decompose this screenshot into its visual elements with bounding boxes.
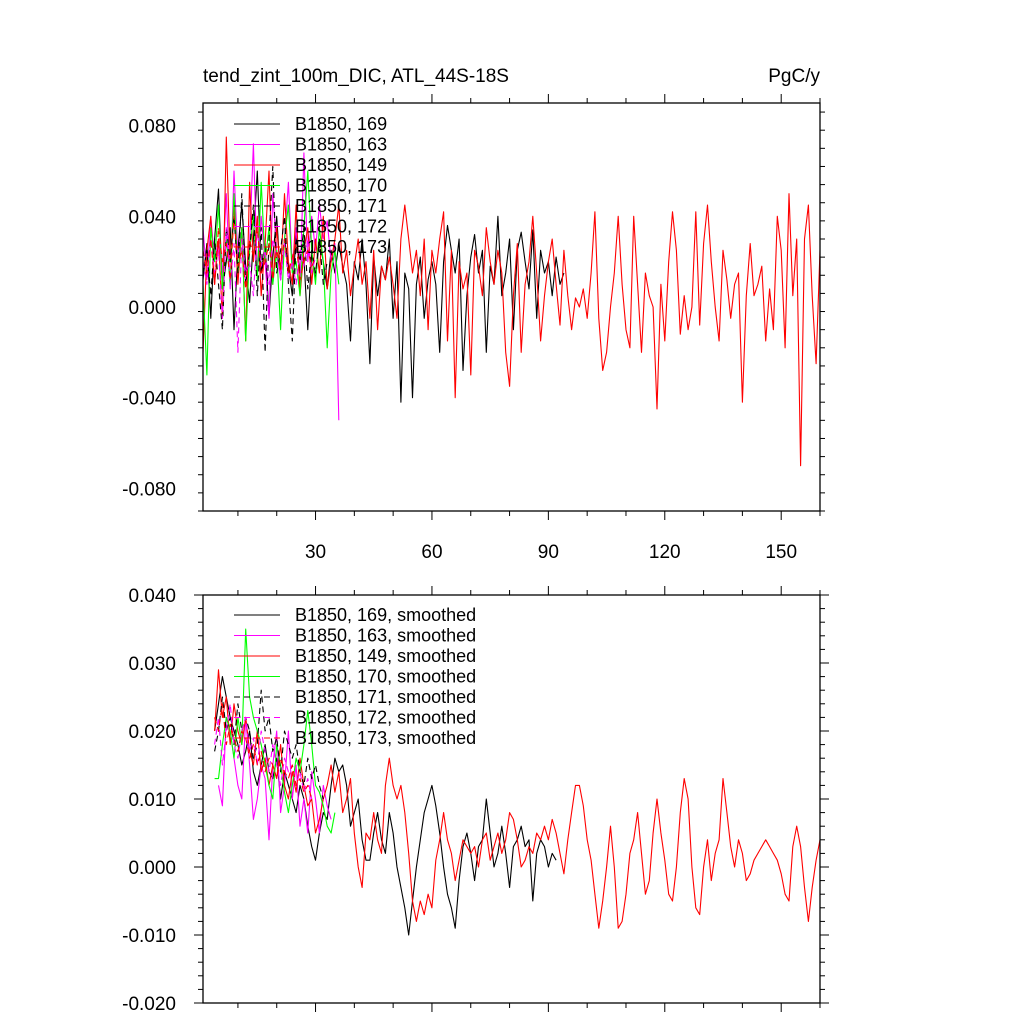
top-y-tick-label: 0.080 [128,117,176,138]
bottom-y-tick-label: 0.040 [128,586,176,607]
top-plot-frame [202,102,821,512]
top-series-line-5 [203,165,328,353]
top-legend-label-4: B1850, 170 [295,176,387,196]
bottom-series-line-4 [214,628,336,834]
top-y-tick-label: -0.080 [122,479,176,500]
top-x-tick-label: 150 [765,542,797,563]
bottom-legend-label-2: B1850, 163, smoothed [295,626,476,646]
top-legend-label-1: B1850, 169 [295,114,387,134]
bottom-series-line-7 [214,703,313,800]
bottom-series-layer [214,628,820,936]
top-y-tick-label: 0.000 [128,298,176,319]
bottom-y-tick-label: 0.000 [128,858,176,879]
bottom-legend-label-3: B1850, 149, smoothed [295,646,476,666]
bottom-legend-label-4: B1850, 170, smoothed [295,667,476,687]
top-legend-label-2: B1850, 163 [295,135,387,155]
top-x-tick-label: 60 [421,542,442,563]
bottom-y-tick-label: 0.030 [128,654,176,675]
top-series-layer [203,136,820,467]
bottom-chart-panel: 0.040 0.030 0.020 0.010 0.000 -0.010 -0.020 B1… [122,586,829,1015]
bottom-y-tick-label: -0.010 [122,926,176,947]
bottom-legend-label-7: B1850, 173, smoothed [295,728,476,748]
bottom-series-line-5 [214,689,324,800]
bottom-series-line-1 [214,676,557,936]
top-chart-panel: tend_zint_100m_DIC, ATL_44S-18S PgC/y 0.… [122,66,825,563]
top-x-tick-label: 30 [305,542,326,563]
top-y-tick-label: -0.040 [122,389,176,410]
bottom-axes: 0.040 0.030 0.020 0.010 0.000 -0.010 -0.020 [122,586,829,1015]
top-y-tick-label: 0.040 [128,207,176,228]
top-series-line-3 [203,136,820,467]
top-x-tick-label: 120 [649,542,681,563]
bottom-legend-label-1: B1850, 169, smoothed [295,605,476,625]
chart-units: PgC/y [768,66,820,87]
top-series-line-7 [203,215,317,290]
top-legend-label-6: B1850, 172 [295,217,387,237]
top-legend-label-7: B1850, 173 [295,237,387,257]
bottom-series-line-3 [214,669,820,929]
bottom-legend-label-5: B1850, 171, smoothed [295,687,476,707]
bottom-y-tick-label: 0.010 [128,790,176,811]
chart-title: tend_zint_100m_DIC, ATL_44S-18S [203,66,509,87]
top-legend-label-3: B1850, 149 [295,155,387,175]
bottom-y-tick-label: -0.020 [122,994,176,1015]
bottom-series-line-2 [217,716,332,841]
top-x-tick-label: 90 [538,542,559,563]
bottom-y-tick-label: 0.020 [128,722,176,743]
top-legend-label-5: B1850, 171 [295,196,387,216]
bottom-legend-label-6: B1850, 172, smoothed [295,708,476,728]
top-axes: 0.080 0.040 0.000 -0.040 -0.080 30 60 90 120 150 [122,94,825,563]
